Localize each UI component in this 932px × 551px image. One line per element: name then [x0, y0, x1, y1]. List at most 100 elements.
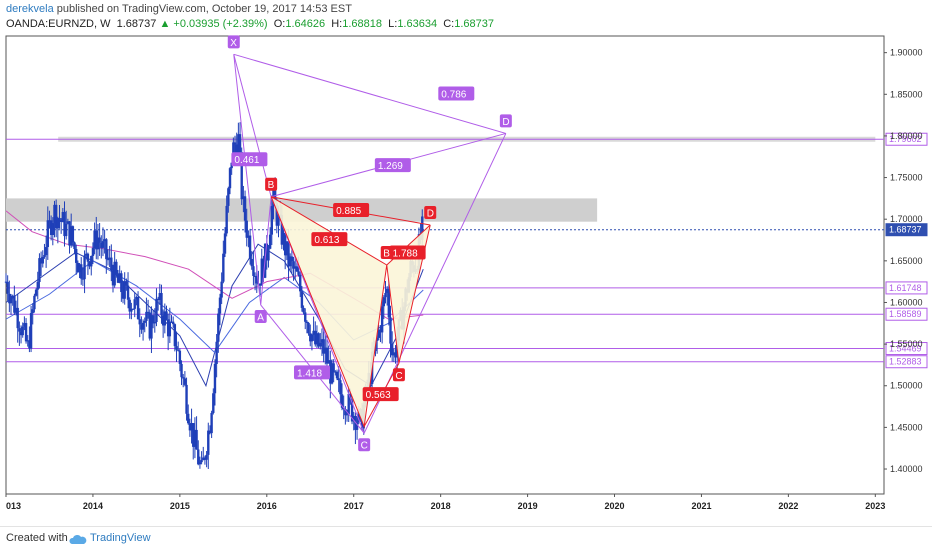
- purple-ratio-1-box: [438, 86, 475, 101]
- candle-body: [61, 211, 65, 222]
- purple-point-c-box: [358, 438, 371, 452]
- candle-body: [265, 243, 268, 261]
- candle-body: [13, 295, 16, 313]
- candle-body: [130, 308, 133, 312]
- candle-body: [53, 204, 56, 224]
- high-label: H:: [331, 18, 343, 30]
- candle-body: [178, 350, 182, 364]
- candle-body: [277, 214, 280, 226]
- candle-body: [116, 274, 120, 283]
- red-ratio-0: 0.885: [336, 206, 361, 217]
- candle-body: [280, 215, 284, 245]
- candle-body: [33, 295, 36, 310]
- candle-body: [228, 168, 232, 189]
- candle-body: [392, 352, 396, 356]
- ytick-label-1: 1.85000: [890, 89, 923, 99]
- candle-body: [176, 349, 180, 351]
- red-ratio-2: 1.788: [393, 249, 418, 260]
- candle-body: [217, 313, 220, 342]
- candle-body: [325, 347, 329, 364]
- candle-body: [223, 233, 227, 254]
- candle-body: [335, 371, 339, 379]
- tradingview-brand[interactable]: TradingView: [90, 532, 151, 544]
- candle-body: [243, 196, 247, 221]
- candle-body: [212, 393, 215, 413]
- red-point-b2: B: [383, 249, 390, 260]
- candle-body: [49, 220, 53, 235]
- time-axis: 013 2014 2015 2016 2017 2018 2019 2020 2021 2022 2…: [5, 494, 885, 511]
- candle-body: [78, 264, 81, 273]
- candle-body: [106, 259, 110, 261]
- harmonic-patterns: X A C D 0.461 0.786 1.269 1.418 B B C D 0.885 0.613 1.…: [227, 35, 512, 452]
- candle-body: [340, 394, 344, 408]
- candle-body: [312, 330, 315, 335]
- candle-body: [120, 273, 123, 293]
- candle-body: [218, 297, 222, 314]
- candle-body: [337, 378, 340, 381]
- candle-body: [146, 311, 150, 313]
- level-2-label: 1.58589: [889, 309, 922, 319]
- candle-body: [327, 360, 330, 364]
- candle-body: [309, 333, 312, 342]
- candle-body: [111, 270, 115, 286]
- candle-body: [394, 352, 397, 358]
- candle-body: [205, 454, 208, 460]
- candle-body: [304, 312, 307, 322]
- candle-body: [208, 430, 212, 434]
- red-point-b-box: [265, 177, 278, 191]
- candle-body: [242, 196, 245, 200]
- zone-0: [6, 198, 598, 222]
- candle-body: [91, 248, 95, 256]
- price-chart[interactable]: X A C D 0.461 0.786 1.269 1.418 B B C D 0.885 0.613 1.…: [0, 34, 932, 526]
- current-price-tag: [885, 223, 928, 237]
- candle-body: [267, 248, 270, 261]
- candle-body: [28, 340, 31, 349]
- candle-body: [118, 273, 121, 283]
- candle-body: [319, 342, 322, 347]
- purple-point-x-box: [227, 35, 240, 49]
- candle-body: [222, 253, 225, 282]
- candle-body: [9, 298, 13, 304]
- candle-body: [16, 307, 19, 329]
- candle-body: [252, 266, 255, 276]
- candle-body: [262, 258, 265, 278]
- candle-body: [314, 330, 317, 345]
- ytick-label-10: 1.40000: [890, 464, 923, 474]
- level-0-label: 1.79602: [889, 134, 922, 144]
- purple-ratio-2-box: [374, 158, 411, 173]
- candle-body: [81, 278, 85, 280]
- candle-body: [131, 308, 135, 310]
- candle-body: [180, 363, 183, 378]
- price-axis: 1.79602 1.61748 1.58589 1.54469 1.52883 1.900…: [884, 48, 928, 474]
- candle-body: [6, 281, 9, 294]
- candle-body: [275, 203, 279, 226]
- level-1-label: 1.61748: [889, 283, 922, 293]
- candle-body: [113, 261, 116, 286]
- candle-body: [270, 206, 274, 235]
- purple-ratio-1: 0.786: [441, 89, 466, 100]
- xtick-label-2: 2015: [170, 501, 190, 511]
- candle-body: [382, 297, 386, 307]
- candle-body: [151, 315, 155, 324]
- candle-body: [48, 220, 51, 222]
- candle-body: [330, 363, 334, 384]
- candle-body: [103, 239, 106, 242]
- candle-body: [213, 363, 217, 394]
- candle-body: [110, 257, 113, 271]
- published-text: published on TradingView.com, October 19…: [53, 3, 352, 15]
- candle-body: [69, 226, 73, 246]
- xtick-label-10: 2023: [865, 501, 885, 511]
- candle-body: [287, 241, 290, 267]
- candle-body: [21, 326, 24, 336]
- red-pattern-fill-2: [386, 225, 431, 364]
- plot-area[interactable]: [5, 35, 885, 495]
- author-link[interactable]: derekvela: [6, 3, 54, 15]
- purple-point-a-box: [254, 309, 267, 323]
- purple-point-d: D: [502, 117, 509, 128]
- candle-body: [297, 271, 300, 275]
- level-3-label: 1.54469: [889, 344, 922, 354]
- candle-body: [379, 329, 382, 333]
- candle-body: [59, 219, 63, 222]
- red-point-d-box: [424, 206, 437, 220]
- candle-body: [240, 152, 243, 200]
